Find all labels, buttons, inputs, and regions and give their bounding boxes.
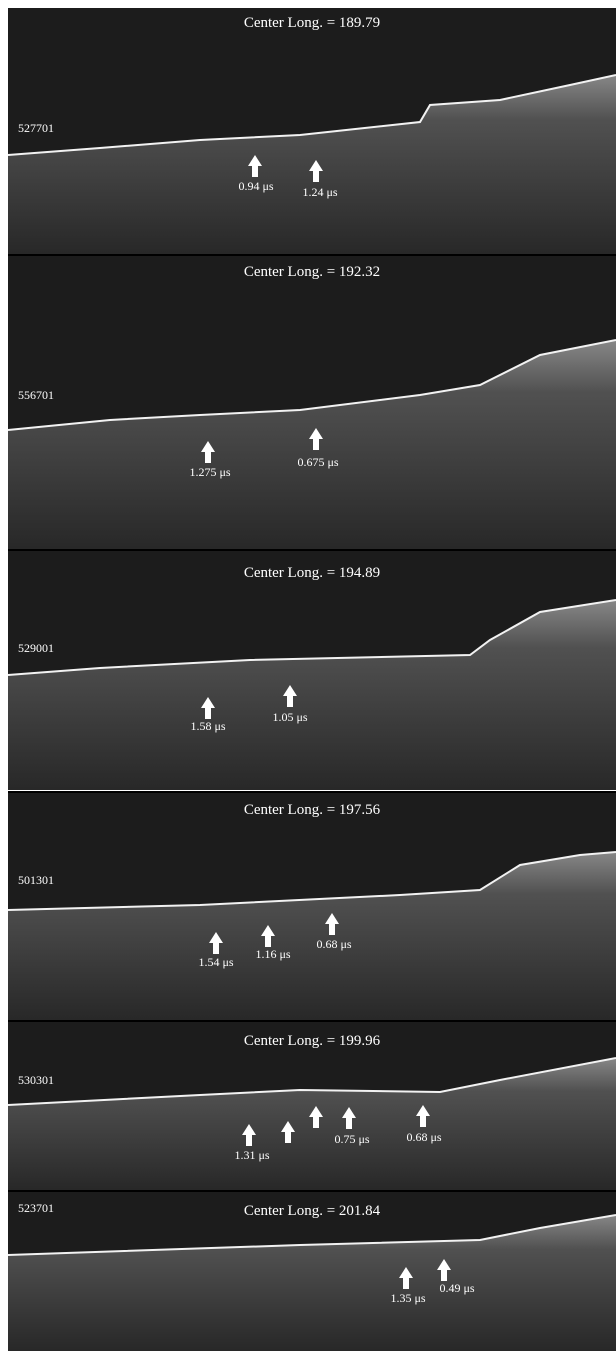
delay-label: 1.05 μs (272, 710, 307, 724)
delay-label: 1.16 μs (255, 947, 290, 961)
panel: Center Long. = 201.84 523701 1.35 μs 0.49 μ… (8, 1191, 616, 1351)
panel: Center Long. = 189.79 527701 0.94 μs 1.24 μ… (8, 8, 616, 254)
delay-label: 0.94 μs (238, 179, 273, 193)
orbit-number: 523701 (18, 1201, 54, 1215)
radargram-figure: Center Long. = 189.79 527701 0.94 μs 1.24 μ… (0, 0, 616, 1351)
panel: Center Long. = 194.89 529001 1.58 μs 1.05 μ… (8, 550, 616, 790)
delay-label: 0.49 μs (439, 1281, 474, 1295)
orbit-number: 501301 (18, 873, 54, 887)
page: Center Long. = 189.79 527701 0.94 μs 1.24 μ… (0, 0, 616, 1351)
delay-label: 1.31 μs (234, 1148, 269, 1162)
delay-label: 1.54 μs (198, 955, 233, 969)
delay-label: 0.68 μs (406, 1130, 441, 1144)
orbit-number: 556701 (18, 388, 54, 402)
orbit-number: 529001 (18, 641, 54, 655)
panel-title: Center Long. = 197.56 (244, 802, 381, 818)
delay-label: 0.75 μs (334, 1132, 369, 1146)
delay-label: 1.24 μs (302, 185, 337, 199)
panel-title: Center Long. = 201.84 (244, 1203, 381, 1219)
panel-title: Center Long. = 194.89 (244, 565, 380, 581)
orbit-number: 530301 (18, 1073, 54, 1087)
panel-title: Center Long. = 199.96 (244, 1033, 381, 1049)
orbit-number: 527701 (18, 121, 54, 135)
delay-label: 1.58 μs (190, 719, 225, 733)
panel-title: Center Long. = 189.79 (244, 15, 380, 31)
panel: Center Long. = 197.56 501301 1.54 μs 1.16 μ… (8, 792, 616, 1020)
panel: Center Long. = 192.32 556701 1.275 μs 0.675… (8, 255, 616, 549)
delay-label: 0.68 μs (316, 937, 351, 951)
delay-label: 1.35 μs (390, 1291, 425, 1305)
delay-label: 1.275 μs (189, 465, 230, 479)
panel: Center Long. = 199.96 530301 1.31 μs 0.75 μ… (8, 1021, 616, 1190)
delay-label: 0.675 μs (297, 455, 338, 469)
panel-title: Center Long. = 192.32 (244, 264, 380, 280)
